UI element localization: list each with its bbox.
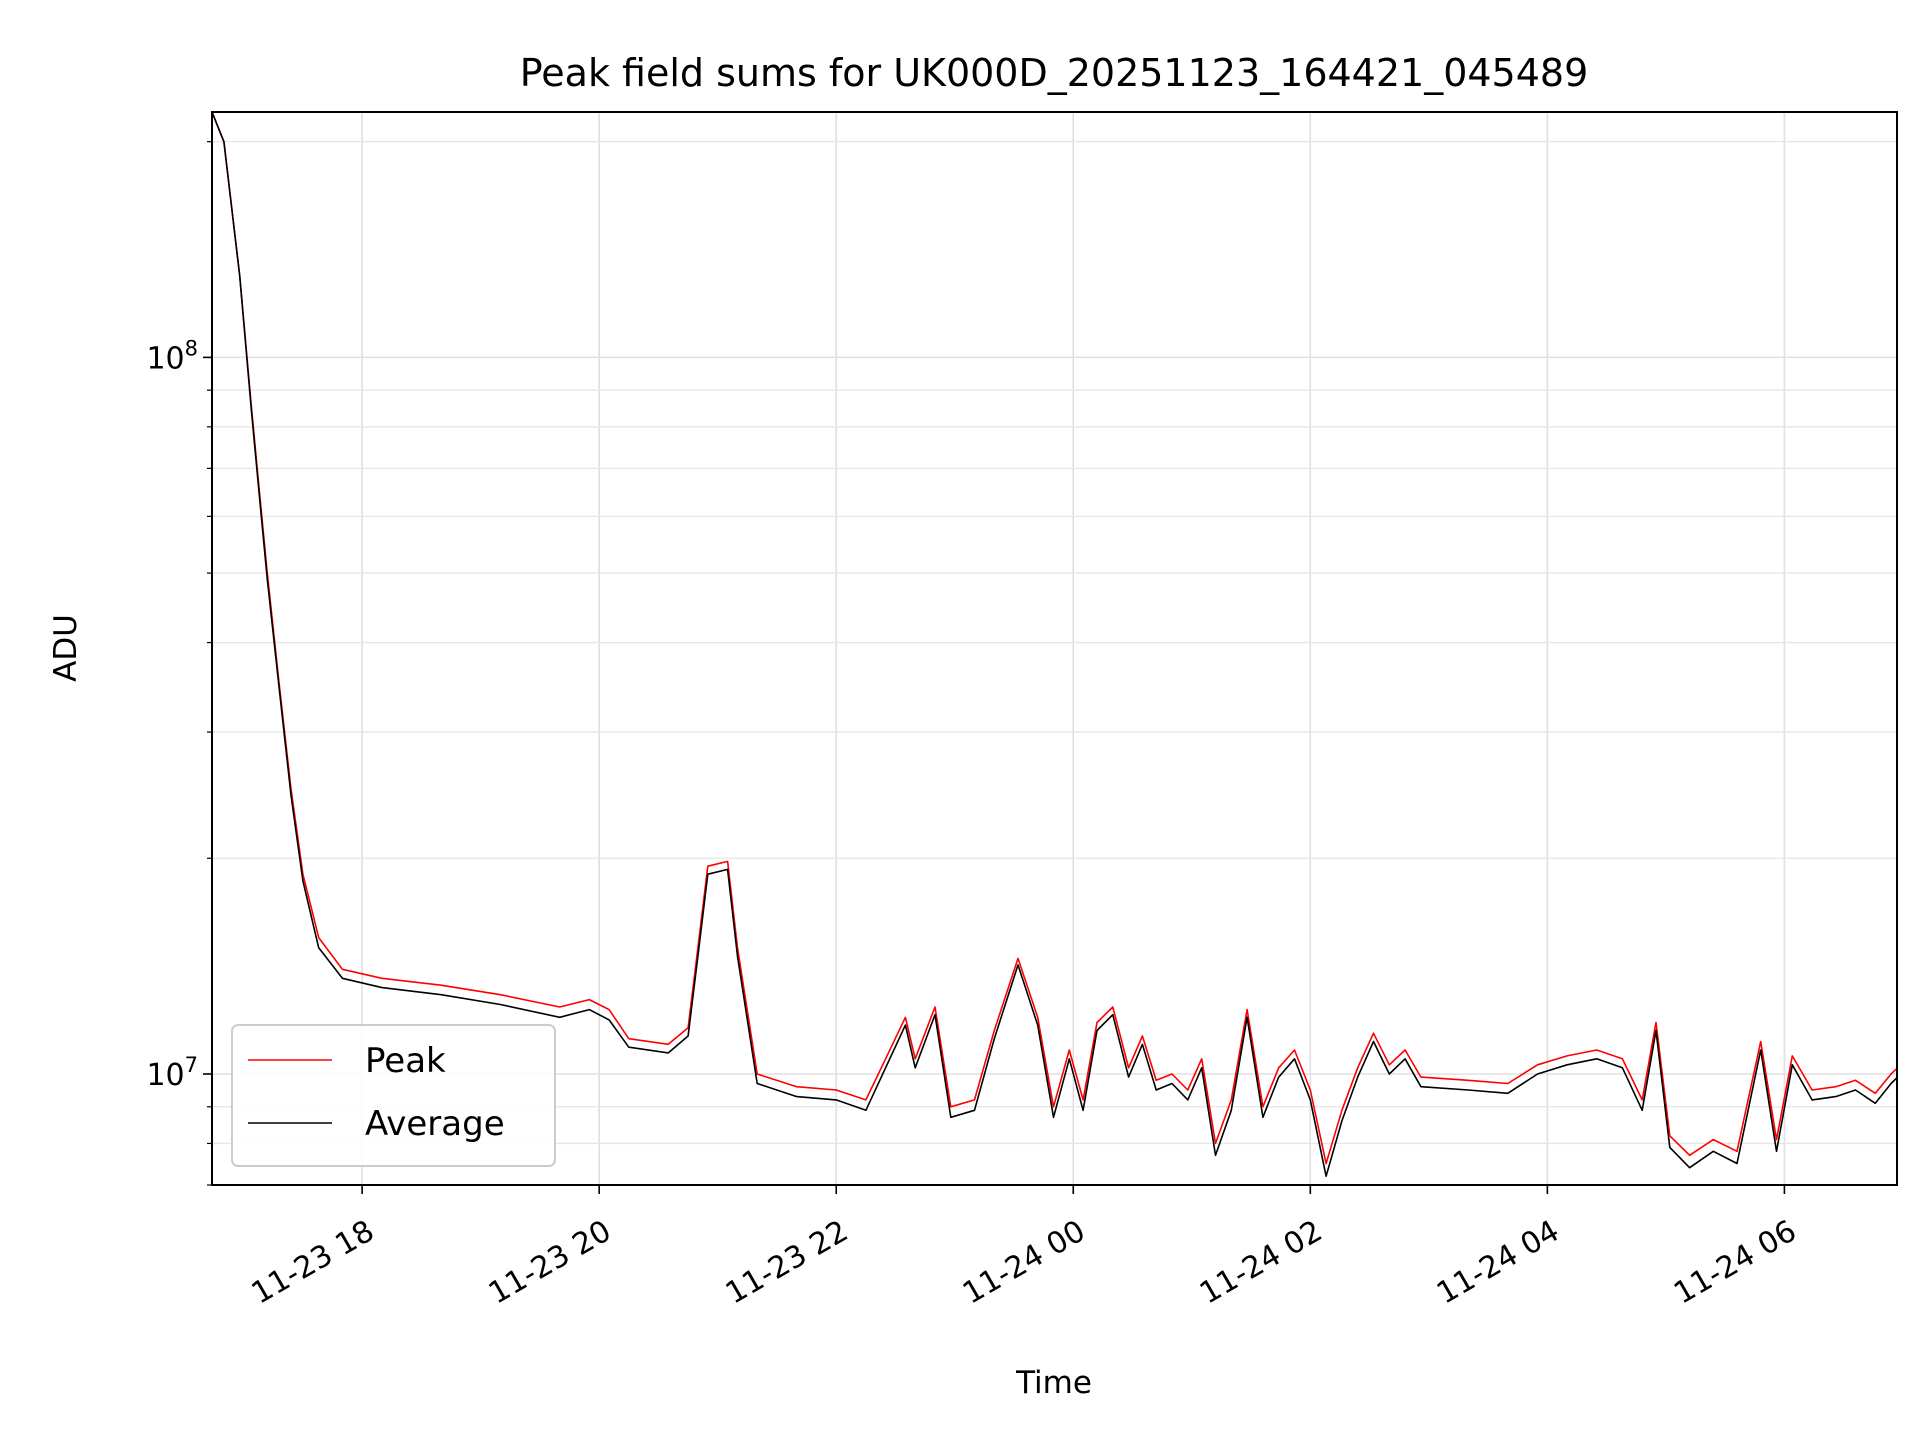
grid-layer	[212, 112, 1897, 1186]
series-line-peak	[212, 112, 1897, 1165]
series-layer	[212, 112, 1897, 1177]
y-tick-label-base: 10	[146, 341, 184, 376]
plot-frame	[211, 111, 1898, 1186]
legend-label-average: Average	[365, 1104, 505, 1144]
y-axis-title: ADU	[48, 614, 84, 682]
y-tick-label-exponent: 8	[185, 336, 198, 360]
series-line-average	[212, 112, 1897, 1177]
y-tick-label: 108	[146, 336, 198, 376]
x-axis-title: Time	[1015, 1365, 1092, 1401]
y-tick-label-base: 10	[146, 1058, 184, 1093]
legend-label-peak: Peak	[365, 1041, 446, 1081]
y-tick-label-exponent: 7	[185, 1053, 198, 1077]
y-tick-label: 107	[146, 1053, 198, 1093]
chart-title: Peak field sums for UK000D_20251123_1644…	[520, 51, 1589, 95]
legend: Peak Average	[231, 1024, 556, 1167]
